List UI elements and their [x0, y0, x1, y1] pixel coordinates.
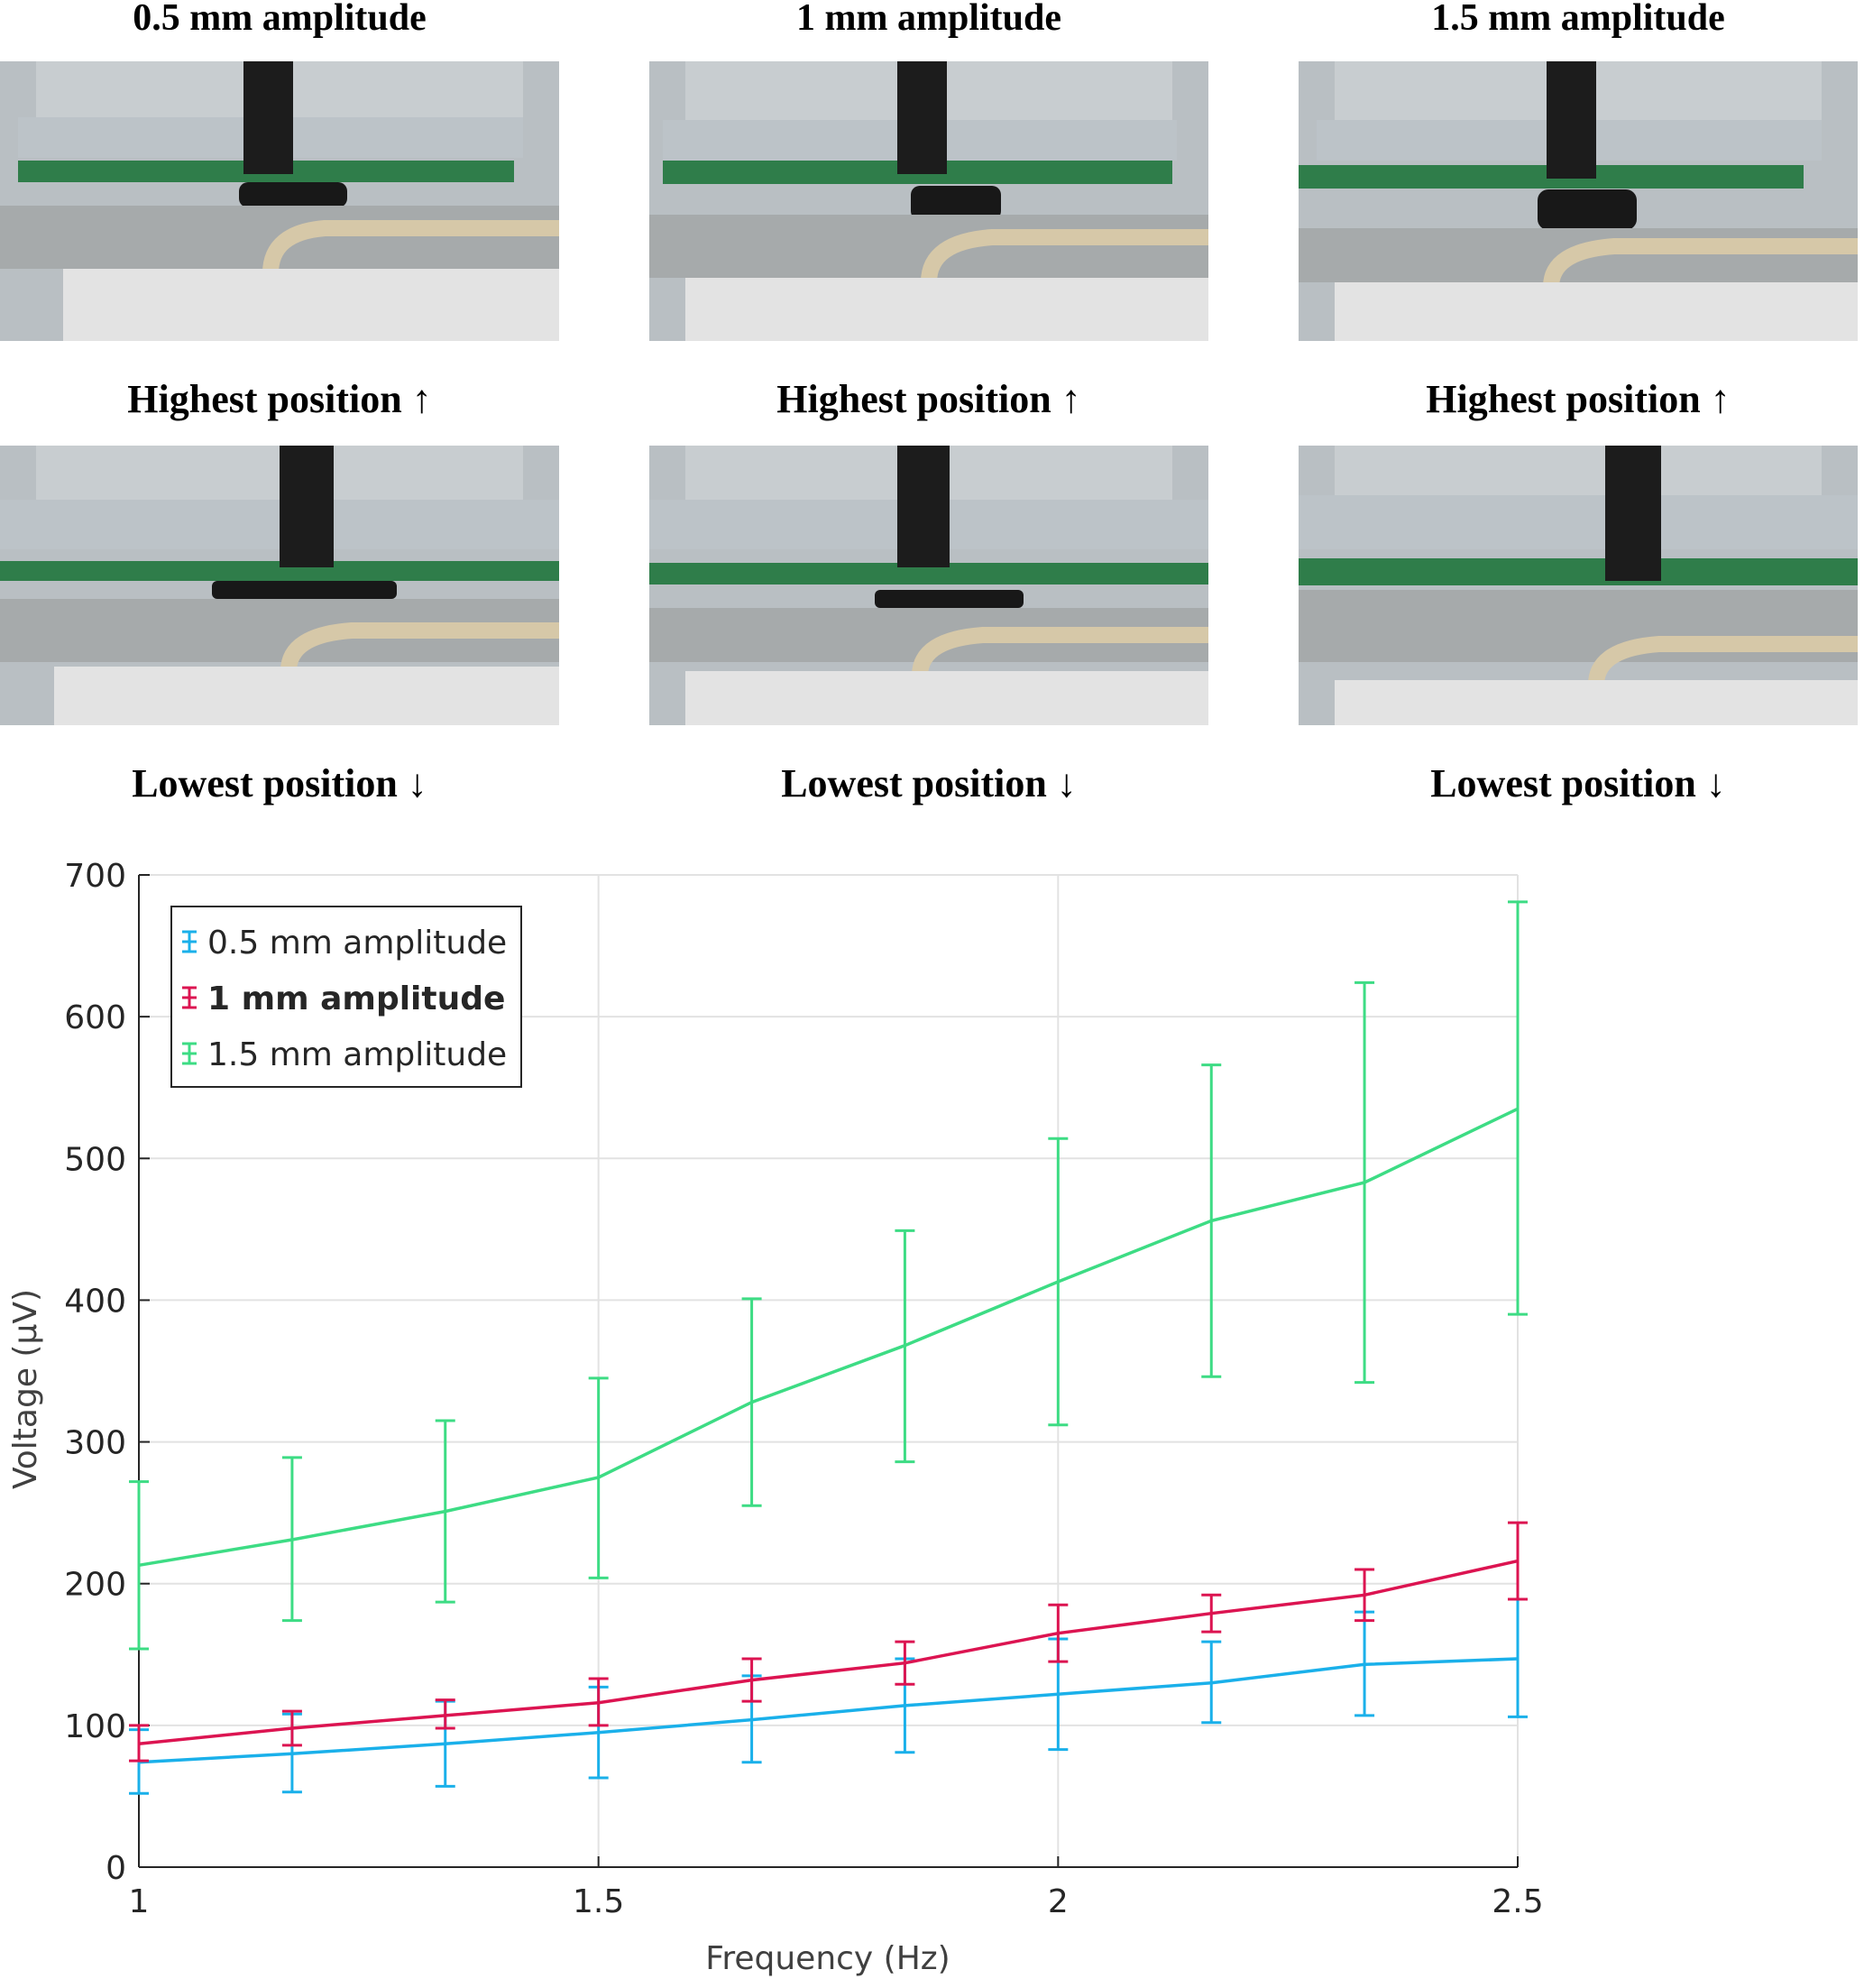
photo-1-5mm-lowest [1299, 446, 1858, 725]
chart-svg: 0 100 200 300 400 500 600 700 1 1.5 2 2.5 0.5 mm am… [7, 858, 1544, 1977]
series-1 [129, 1521, 1528, 1763]
y-tick-label: 400 [64, 1283, 126, 1320]
series-line [138, 1559, 1519, 1746]
photo-0-5mm-highest [0, 61, 559, 341]
y-tick-label: 300 [64, 1425, 126, 1462]
y-axis-label: Voltage (µV) [7, 1289, 44, 1489]
legend-label: 1.5 mm amplitude [207, 1036, 507, 1073]
column-title-1-5mm: 1.5 mm amplitude [1431, 0, 1725, 39]
column-title-1mm: 1 mm amplitude [796, 0, 1061, 39]
highest-position-label-1-5mm: Highest position ↑ [1426, 377, 1731, 421]
legend-box [170, 906, 522, 1088]
y-tick-label: 100 [64, 1708, 126, 1745]
legend-label: 1 mm amplitude [207, 980, 505, 1017]
x-tick-label: 2.5 [1492, 1883, 1543, 1920]
y-tick-label: 600 [64, 999, 126, 1036]
x-tick-label: 1.5 [573, 1883, 624, 1920]
column-title-0-5mm: 0.5 mm amplitude [133, 0, 427, 39]
x-tick-label: 2 [1048, 1883, 1069, 1920]
lowest-position-label-0-5mm: Lowest position ↓ [132, 761, 427, 805]
series-line [138, 1107, 1519, 1568]
series-0 [129, 1597, 1528, 1795]
legend: 0.5 mm amplitude 1 mm amplitude 1.5 mm amp… [170, 906, 522, 1088]
series-layer [129, 900, 1528, 1795]
lowest-position-label-1-5mm: Lowest position ↓ [1430, 761, 1726, 805]
axes: 0 100 200 300 400 500 600 700 1 1.5 2 2.5 [64, 858, 1543, 1920]
x-axis-label: Frequency (Hz) [705, 1940, 950, 1977]
series-line [138, 1657, 1519, 1764]
photo-0-5mm-lowest [0, 446, 559, 725]
y-tick-label: 500 [64, 1141, 126, 1178]
highest-position-label-0-5mm: Highest position ↑ [127, 377, 432, 421]
y-tick-label: 200 [64, 1567, 126, 1604]
legend-label: 0.5 mm amplitude [207, 925, 507, 962]
highest-position-label-1mm: Highest position ↑ [776, 377, 1081, 421]
voltage-frequency-chart: 0 100 200 300 400 500 600 700 1 1.5 2 2.5 0.5 mm am… [0, 839, 1864, 1983]
y-tick-label: 0 [106, 1850, 126, 1887]
lowest-position-label-1mm: Lowest position ↓ [781, 761, 1077, 805]
x-tick-label: 1 [129, 1883, 150, 1920]
series-2 [129, 900, 1528, 1651]
photo-1-5mm-highest [1299, 61, 1858, 341]
photo-1mm-highest [649, 61, 1208, 341]
photo-1mm-lowest [649, 446, 1208, 725]
y-tick-label: 700 [64, 858, 126, 895]
